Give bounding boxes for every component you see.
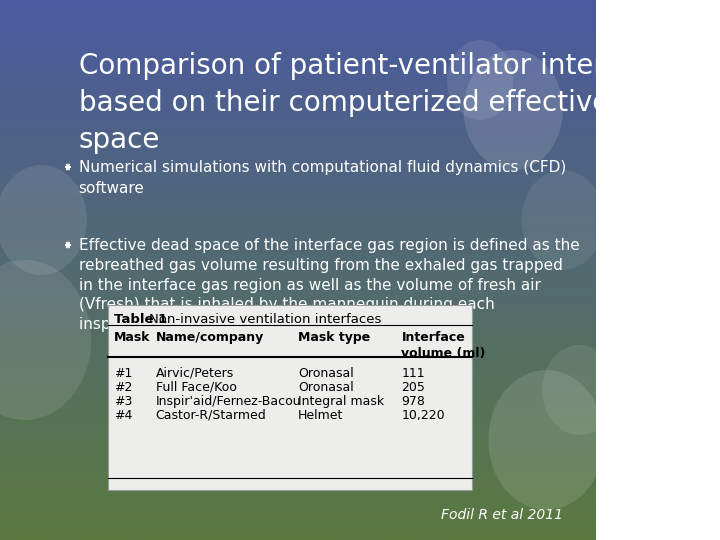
Text: Castor-R/Starmed: Castor-R/Starmed: [156, 409, 266, 422]
Circle shape: [521, 170, 604, 270]
FancyBboxPatch shape: [107, 305, 472, 490]
Circle shape: [488, 370, 604, 510]
Circle shape: [66, 243, 69, 247]
Text: Table 1: Table 1: [114, 313, 168, 326]
Text: 205: 205: [402, 381, 426, 394]
Text: Mask: Mask: [114, 331, 150, 344]
Text: Comparison of patient-ventilator interfaces
based on their computerized effectiv: Comparison of patient-ventilator interfa…: [78, 52, 687, 153]
Circle shape: [464, 50, 563, 170]
Text: Mask type: Mask type: [298, 331, 370, 344]
Text: Oronasal: Oronasal: [298, 381, 354, 394]
Text: 978: 978: [402, 395, 426, 408]
Circle shape: [0, 165, 87, 275]
Text: Oronasal: Oronasal: [298, 367, 354, 380]
Text: Non-invasive ventilation interfaces: Non-invasive ventilation interfaces: [149, 313, 382, 326]
Circle shape: [542, 345, 617, 435]
Text: #1: #1: [114, 367, 132, 380]
Circle shape: [0, 260, 91, 420]
Text: 10,220: 10,220: [402, 409, 445, 422]
Text: Integral mask: Integral mask: [298, 395, 384, 408]
Text: Helmet: Helmet: [298, 409, 343, 422]
Text: Interface
volume (ml): Interface volume (ml): [402, 331, 486, 360]
Text: 111: 111: [402, 367, 425, 380]
Text: Inspir'aid/Fernez-Bacou: Inspir'aid/Fernez-Bacou: [156, 395, 301, 408]
Text: Fodil R et al 2011: Fodil R et al 2011: [441, 508, 563, 522]
Circle shape: [447, 40, 513, 120]
Text: Full Face/Koo: Full Face/Koo: [156, 381, 236, 394]
Text: Numerical simulations with computational fluid dynamics (CFD)
software: Numerical simulations with computational…: [78, 160, 566, 196]
Text: Effective dead space of the interface gas region is defined as the
rebreathed ga: Effective dead space of the interface ga…: [78, 238, 580, 332]
Text: #3: #3: [114, 395, 132, 408]
Text: #4: #4: [114, 409, 132, 422]
Circle shape: [66, 165, 69, 168]
Text: #2: #2: [114, 381, 132, 394]
Text: Name/company: Name/company: [156, 331, 264, 344]
Text: Airvic/Peters: Airvic/Peters: [156, 367, 234, 380]
